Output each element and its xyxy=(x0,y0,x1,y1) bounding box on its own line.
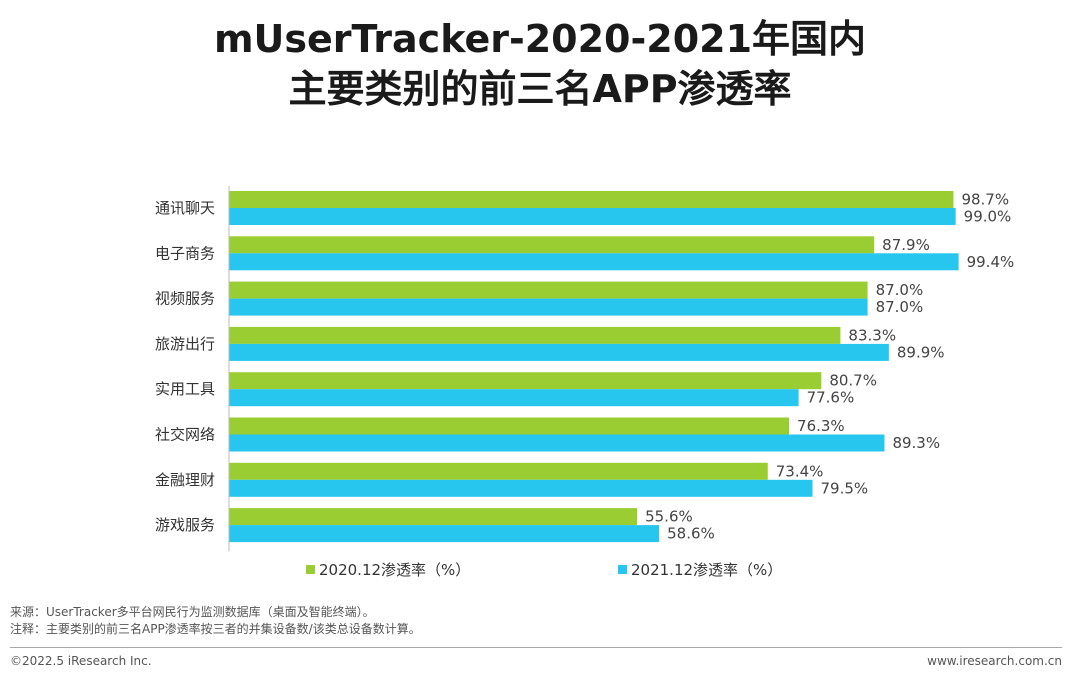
bar-2021 xyxy=(229,389,799,407)
bar-2021 xyxy=(229,525,660,543)
legend-label: 2021.12渗透率（%） xyxy=(631,561,782,579)
data-label: 83.3% xyxy=(848,326,896,344)
chart-title-line-1: mUserTracker-2020-2021年国内 xyxy=(213,17,867,61)
bar-chart: 通讯聊天 98.7%99.0% 电子商务 87.9% 99.4% 视频服务 87.0%87.… xyxy=(155,186,1015,579)
chart-title: mUserTracker-2020-2021年国内 主要类别的前三名APP渗透率 xyxy=(0,14,1080,114)
chart-notes: 来源：UserTracker多平台网民行为监测数据库（桌面及智能终端）。 注释：… xyxy=(10,604,421,638)
remark-note: 注释：主要类别的前三名APP渗透率按三者的并集设备数/该类总设备数计算。 xyxy=(10,622,421,636)
data-label: 89.9% xyxy=(897,343,945,361)
category-label: 游戏服务 xyxy=(155,516,215,534)
bar-2021 xyxy=(229,298,868,316)
data-label: 87.9% xyxy=(882,236,930,254)
data-label: 76.3% xyxy=(797,417,845,435)
footer-website: www.iresearch.com.cn xyxy=(927,654,1062,668)
bar-2020 xyxy=(229,508,638,526)
category-label: 视频服务 xyxy=(155,290,215,308)
footer-copyright: ©2022.5 iResearch Inc. xyxy=(10,654,152,668)
bar-2021 xyxy=(229,208,956,225)
bar-2021 xyxy=(229,479,813,497)
category-label: 旅游出行 xyxy=(155,335,215,353)
data-label: 73.4% xyxy=(776,462,824,480)
bar-2020 xyxy=(229,191,954,208)
category-label: 电子商务 xyxy=(155,244,215,262)
footer-divider xyxy=(10,647,1062,648)
chart-title-line-2: 主要类别的前三名APP渗透率 xyxy=(288,67,792,111)
data-label: 89.3% xyxy=(892,434,940,452)
bar-2020 xyxy=(229,462,768,480)
data-label: 99.4% xyxy=(967,253,1015,271)
data-label: 80.7% xyxy=(829,372,877,390)
data-label: 98.7% xyxy=(961,191,1009,209)
data-label: 77.6% xyxy=(807,389,855,407)
bar-2020 xyxy=(229,281,868,299)
data-label: 79.5% xyxy=(821,479,869,497)
bar-2020 xyxy=(229,417,790,435)
category-label: 社交网络 xyxy=(155,426,215,444)
bar-2021 xyxy=(229,343,889,361)
bar-2021 xyxy=(229,434,885,452)
bar-2020 xyxy=(229,372,822,390)
legend-swatch xyxy=(618,565,627,574)
legend-swatch xyxy=(306,565,315,574)
category-label: 实用工具 xyxy=(155,380,215,398)
data-label: 58.6% xyxy=(667,525,715,543)
bar-2020 xyxy=(229,326,841,344)
data-label: 87.0% xyxy=(876,298,924,316)
category-label: 金融理财 xyxy=(155,471,215,489)
legend-label: 2020.12渗透率（%） xyxy=(319,561,470,579)
bar-2021 xyxy=(229,253,959,271)
bar-2020 xyxy=(229,236,875,254)
data-label: 99.0% xyxy=(964,208,1012,226)
category-label: 通讯聊天 xyxy=(155,199,215,217)
source-note: 来源：UserTracker多平台网民行为监测数据库（桌面及智能终端）。 xyxy=(10,605,375,619)
data-label: 55.6% xyxy=(645,508,693,526)
data-label: 87.0% xyxy=(876,281,924,299)
